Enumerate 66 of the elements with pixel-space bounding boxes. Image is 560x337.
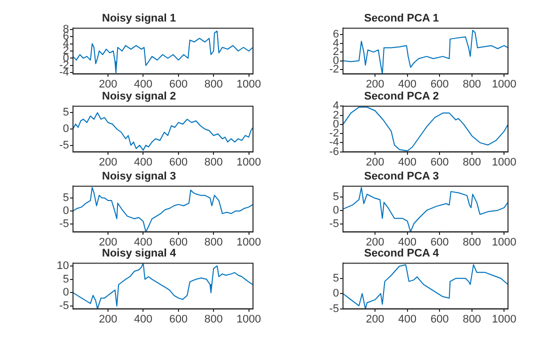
y-tick-label: 0 bbox=[332, 288, 339, 300]
x-tick-label: 200 bbox=[366, 156, 384, 168]
x-tick-label: 1000 bbox=[492, 78, 516, 90]
x-tick-label: 400 bbox=[398, 313, 417, 326]
x-tick-label: 1000 bbox=[492, 236, 516, 248]
x-tick-label: 400 bbox=[134, 236, 152, 248]
x-tick-label: 200 bbox=[98, 78, 118, 90]
x-tick-label: 600 bbox=[169, 236, 188, 248]
x-tick-label: 800 bbox=[204, 313, 223, 326]
x-tick-label: 600 bbox=[430, 236, 449, 248]
x-tick-label: 200 bbox=[98, 313, 118, 326]
y-tick-label: 5 bbox=[62, 192, 69, 204]
y-tick-label: 5 bbox=[62, 273, 69, 286]
x-tick-label: 800 bbox=[462, 78, 482, 90]
chart-title: Second PCA 3 bbox=[364, 170, 439, 183]
x-tick-label: 400 bbox=[398, 236, 417, 248]
x-tick-label: 200 bbox=[366, 313, 384, 326]
x-tick-label: 600 bbox=[430, 78, 449, 90]
y-tick-label: 0 bbox=[62, 286, 69, 299]
x-tick-label: 800 bbox=[204, 156, 223, 168]
chart-title: Second PCA 1 bbox=[364, 12, 439, 25]
x-tick-label: 1000 bbox=[236, 156, 262, 168]
x-tick-label: 200 bbox=[366, 236, 384, 248]
x-tick-label: 800 bbox=[462, 313, 482, 326]
x-tick-label: 600 bbox=[430, 156, 449, 168]
y-tick-label: -4 bbox=[59, 66, 69, 79]
y-tick-label: 0 bbox=[332, 204, 339, 216]
y-tick-label: -5 bbox=[59, 218, 69, 230]
y-tick-label: -5 bbox=[329, 302, 339, 315]
x-tick-label: 200 bbox=[98, 236, 118, 248]
x-tick-label: 800 bbox=[204, 236, 223, 248]
x-tick-label: 400 bbox=[134, 313, 152, 326]
chart-title: Second PCA 2 bbox=[364, 90, 439, 103]
x-tick-label: 400 bbox=[134, 156, 152, 168]
x-tick-label: 600 bbox=[169, 313, 188, 326]
x-tick-label: 1000 bbox=[236, 78, 262, 90]
x-tick-label: 400 bbox=[398, 156, 417, 168]
x-tick-label: 1000 bbox=[236, 313, 262, 326]
x-tick-label: 1000 bbox=[236, 236, 262, 248]
x-tick-label: 600 bbox=[430, 313, 449, 326]
chart-title: Noisy signal 4 bbox=[102, 248, 177, 260]
x-tick-label: 400 bbox=[134, 78, 152, 90]
y-tick-label: -2 bbox=[329, 63, 339, 76]
y-tick-label: -5 bbox=[59, 139, 69, 152]
x-tick-label: 600 bbox=[169, 78, 188, 90]
y-tick-label: 10 bbox=[56, 260, 69, 272]
x-tick-label: 800 bbox=[462, 236, 482, 248]
x-tick-label: 600 bbox=[169, 156, 188, 168]
x-tick-label: 1000 bbox=[492, 156, 516, 168]
x-tick-label: 200 bbox=[366, 78, 384, 90]
chart-title: Noisy signal 2 bbox=[102, 90, 176, 103]
x-tick-label: 1000 bbox=[492, 313, 516, 326]
y-tick-label: 0 bbox=[62, 123, 69, 136]
x-tick-label: 200 bbox=[98, 156, 118, 168]
x-tick-label: 400 bbox=[398, 78, 417, 90]
y-tick-label: 5 bbox=[332, 272, 339, 284]
chart-title: Noisy signal 3 bbox=[102, 170, 176, 183]
chart-title: Second PCA 4 bbox=[364, 248, 440, 260]
chart-title: Noisy signal 1 bbox=[102, 12, 176, 25]
y-tick-label: 5 bbox=[332, 190, 339, 203]
x-tick-label: 800 bbox=[462, 156, 482, 168]
y-tick-label: -5 bbox=[59, 300, 69, 312]
y-tick-label: -5 bbox=[329, 218, 339, 230]
x-tick-label: 800 bbox=[204, 78, 223, 90]
y-tick-label: 5 bbox=[62, 106, 69, 119]
y-tick-label: 0 bbox=[62, 204, 69, 217]
